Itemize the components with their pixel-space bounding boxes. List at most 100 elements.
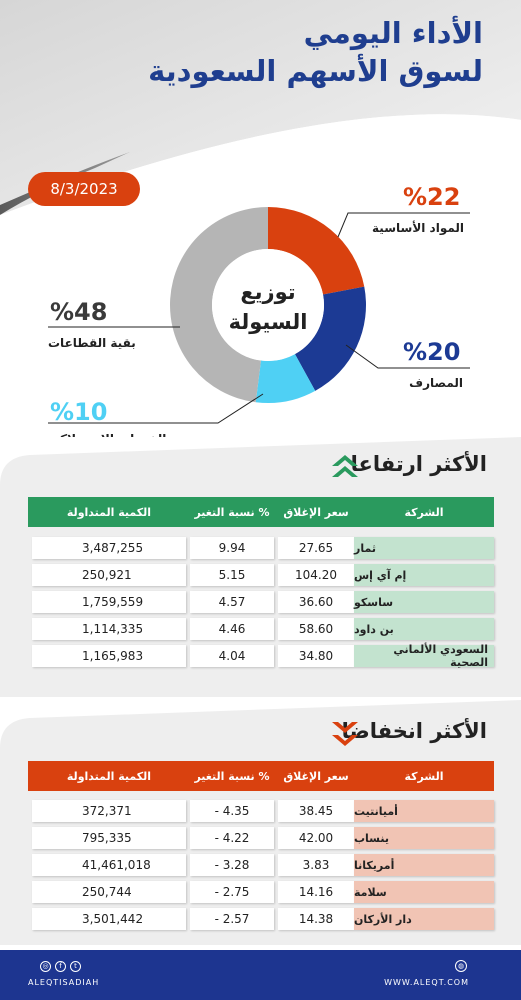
date-badge: 8/3/2023 <box>28 172 140 206</box>
change-pct-cell: 4.04 <box>190 645 274 667</box>
volume-cell: 3,487,255 <box>32 537 186 559</box>
company-name-cell: سلامة <box>354 881 494 903</box>
table-row: ينساب 42.00- 4.22 795,335 <box>28 827 494 849</box>
footer: ◎ f t ALEQTISADIAH ◍ WWW.ALEQT.COM <box>0 950 521 1000</box>
pct-banks: %20 <box>403 338 461 366</box>
double-down-arrow-icon <box>332 722 358 746</box>
table-row: دار الأركان 14.38- 2.57 3,501,442 <box>28 908 494 930</box>
volume-cell: 250,921 <box>32 564 186 586</box>
social-handle: ALEQTISADIAH <box>28 978 100 987</box>
table-row: سلامة 14.16- 2.75 250,744 <box>28 881 494 903</box>
close-price-cell: 27.65 <box>278 537 354 559</box>
volume-cell: 372,371 <box>32 800 186 822</box>
table-row: أمريكانا 3.83- 3.28 41,461,018 <box>28 854 494 876</box>
label-materials: المواد الأساسية <box>372 221 464 235</box>
close-price-cell: 104.20 <box>278 564 354 586</box>
table-row: السعودي الألماني الصحية 34.80 4.04 1,165,98… <box>28 643 494 669</box>
label-other-sectors: بقية القطاعات <box>48 336 136 350</box>
table-row: بن داود 58.60 4.46 1,114,335 <box>28 618 494 640</box>
leader-line-consumer <box>48 393 264 424</box>
gainers-table-body: ثمار 27.65 9.94 3,487,255 إم آي إس 104.20 5.15… <box>28 537 494 672</box>
donut-center <box>212 249 324 361</box>
change-pct-cell: 9.94 <box>190 537 274 559</box>
col-change-pct: نسبة التغير % <box>194 505 270 519</box>
donut-slice-2 <box>255 354 316 403</box>
pct-other-sectors: %48 <box>50 298 108 326</box>
col-company: الشركة <box>404 505 444 519</box>
pct-consumer-services: %10 <box>50 398 108 426</box>
company-name-cell: ينساب <box>354 827 494 849</box>
donut-slice-0 <box>268 207 365 295</box>
gainers-section-corner <box>0 437 521 485</box>
instagram-icon[interactable]: ◎ <box>40 961 51 972</box>
liquidity-donut-chart: توزيع السيولة <box>48 207 470 424</box>
losers-table-body: أميانتيت 38.45- 4.35 372,371 ينساب 42.00- 4.… <box>28 800 494 935</box>
company-name-cell: ساسكو <box>354 591 494 613</box>
donut-slice-1 <box>294 286 366 391</box>
close-price-cell: 34.80 <box>278 645 354 667</box>
gainers-table-header: الشركة سعر الإغلاق نسبة التغير % الكمية … <box>28 497 494 527</box>
social-icons: ◎ f t <box>40 961 81 972</box>
change-pct-cell: - 2.75 <box>190 881 274 903</box>
facebook-icon[interactable]: f <box>55 961 66 972</box>
losers-section: الأكثر انخفاضا الشركة سعر الإغلاق نسبة ا… <box>0 700 521 945</box>
website-link[interactable]: WWW.ALEQT.COM <box>384 978 469 987</box>
close-price-cell: 3.83 <box>278 854 354 876</box>
change-pct-cell: - 3.28 <box>190 854 274 876</box>
company-name-cell: بن داود <box>354 618 494 640</box>
change-pct-cell: 5.15 <box>190 564 274 586</box>
close-price-cell: 38.45 <box>278 800 354 822</box>
volume-cell: 1,114,335 <box>32 618 186 640</box>
col-volume: الكمية المتداولة <box>66 769 152 783</box>
gainers-title: الأكثر ارتفاعا <box>350 452 487 476</box>
company-name-cell: السعودي الألماني الصحية <box>354 643 494 669</box>
losers-section-corner <box>0 700 521 748</box>
close-price-cell: 36.60 <box>278 591 354 613</box>
change-pct-cell: 4.57 <box>190 591 274 613</box>
label-banks: المصارف <box>409 376 463 390</box>
company-name-cell: دار الأركان <box>354 908 494 930</box>
gainers-section: الأكثر ارتفاعا الشركة سعر الإغلاق نسبة ا… <box>0 437 521 697</box>
company-name-cell: ثمار <box>354 537 494 559</box>
col-company: الشركة <box>404 769 444 783</box>
volume-cell: 1,165,983 <box>32 645 186 667</box>
donut-slice-3 <box>169 207 268 403</box>
double-up-arrow-icon <box>332 455 358 477</box>
change-pct-cell: 4.46 <box>190 618 274 640</box>
volume-cell: 3,501,442 <box>32 908 186 930</box>
company-name-cell: أميانتيت <box>354 800 494 822</box>
leader-line-banks <box>345 344 470 369</box>
donut-center-line-2: السيولة <box>229 310 308 334</box>
volume-cell: 41,461,018 <box>32 854 186 876</box>
company-name-cell: إم آي إس <box>354 564 494 586</box>
change-pct-cell: - 4.35 <box>190 800 274 822</box>
losers-table-header: الشركة سعر الإغلاق نسبة التغير % الكمية … <box>28 761 494 791</box>
globe-icon: ◍ <box>455 960 467 972</box>
close-price-cell: 42.00 <box>278 827 354 849</box>
twitter-icon[interactable]: t <box>70 961 81 972</box>
table-row: ساسكو 36.60 4.57 1,759,559 <box>28 591 494 613</box>
table-row: ثمار 27.65 9.94 3,487,255 <box>28 537 494 559</box>
col-close-price: سعر الإغلاق <box>283 505 349 519</box>
col-change-pct: نسبة التغير % <box>194 769 270 783</box>
change-pct-cell: - 4.22 <box>190 827 274 849</box>
leader-line-materials <box>337 212 470 238</box>
table-row: إم آي إس 104.20 5.15 250,921 <box>28 564 494 586</box>
company-name-cell: أمريكانا <box>354 854 494 876</box>
volume-cell: 250,744 <box>32 881 186 903</box>
close-price-cell: 58.60 <box>278 618 354 640</box>
losers-title: الأكثر انخفاضا <box>341 719 487 743</box>
title-line-2: لسوق الأسهم السعودية <box>148 54 483 88</box>
change-pct-cell: - 2.57 <box>190 908 274 930</box>
close-price-cell: 14.16 <box>278 881 354 903</box>
page-title: الأداء اليومي لسوق الأسهم السعودية <box>148 14 483 90</box>
title-line-1: الأداء اليومي <box>303 16 483 50</box>
table-row: أميانتيت 38.45- 4.35 372,371 <box>28 800 494 822</box>
volume-cell: 1,759,559 <box>32 591 186 613</box>
col-volume: الكمية المتداولة <box>66 505 152 519</box>
volume-cell: 795,335 <box>32 827 186 849</box>
close-price-cell: 14.38 <box>278 908 354 930</box>
pct-materials: %22 <box>403 183 461 211</box>
donut-center-line-1: توزيع <box>240 280 295 304</box>
